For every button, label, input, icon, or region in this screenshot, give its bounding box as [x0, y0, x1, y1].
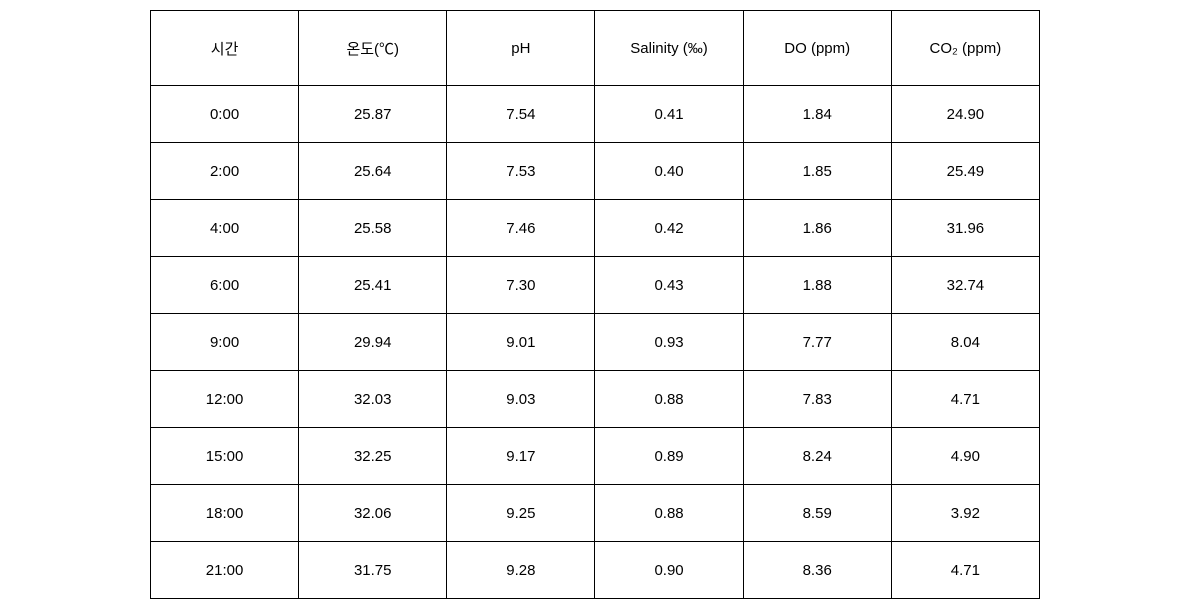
cell-temperature: 32.03: [299, 371, 447, 428]
table-row: 6:00 25.41 7.30 0.43 1.88 32.74: [151, 257, 1040, 314]
cell-salinity: 0.88: [595, 371, 743, 428]
cell-do: 1.84: [743, 86, 891, 143]
cell-salinity: 0.88: [595, 485, 743, 542]
cell-ph: 9.25: [447, 485, 595, 542]
cell-temperature: 25.58: [299, 200, 447, 257]
table-header: 시간 온도(℃) pH Salinity (‰) DO (ppm) CO₂ (p…: [151, 11, 1040, 86]
cell-ph: 9.03: [447, 371, 595, 428]
cell-time: 18:00: [151, 485, 299, 542]
cell-salinity: 0.42: [595, 200, 743, 257]
cell-temperature: 29.94: [299, 314, 447, 371]
col-header-salinity: Salinity (‰): [595, 11, 743, 86]
cell-time: 12:00: [151, 371, 299, 428]
cell-ph: 7.30: [447, 257, 595, 314]
cell-time: 21:00: [151, 542, 299, 599]
table-body: 0:00 25.87 7.54 0.41 1.84 24.90 2:00 25.…: [151, 86, 1040, 599]
table-row: 12:00 32.03 9.03 0.88 7.83 4.71: [151, 371, 1040, 428]
cell-co2: 25.49: [891, 143, 1039, 200]
cell-temperature: 25.64: [299, 143, 447, 200]
table-row: 2:00 25.64 7.53 0.40 1.85 25.49: [151, 143, 1040, 200]
table-row: 21:00 31.75 9.28 0.90 8.36 4.71: [151, 542, 1040, 599]
cell-ph: 9.01: [447, 314, 595, 371]
col-header-co2: CO₂ (ppm): [891, 11, 1039, 86]
cell-ph: 9.28: [447, 542, 595, 599]
cell-co2: 8.04: [891, 314, 1039, 371]
cell-do: 8.59: [743, 485, 891, 542]
cell-do: 7.77: [743, 314, 891, 371]
cell-salinity: 0.93: [595, 314, 743, 371]
cell-do: 1.88: [743, 257, 891, 314]
cell-salinity: 0.90: [595, 542, 743, 599]
cell-salinity: 0.41: [595, 86, 743, 143]
cell-ph: 7.54: [447, 86, 595, 143]
cell-do: 8.24: [743, 428, 891, 485]
table-row: 18:00 32.06 9.25 0.88 8.59 3.92: [151, 485, 1040, 542]
col-header-temperature: 온도(℃): [299, 11, 447, 86]
cell-ph: 7.46: [447, 200, 595, 257]
cell-time: 4:00: [151, 200, 299, 257]
cell-time: 2:00: [151, 143, 299, 200]
cell-co2: 31.96: [891, 200, 1039, 257]
cell-salinity: 0.43: [595, 257, 743, 314]
cell-temperature: 31.75: [299, 542, 447, 599]
col-header-time: 시간: [151, 11, 299, 86]
cell-do: 1.86: [743, 200, 891, 257]
cell-time: 9:00: [151, 314, 299, 371]
table-row: 15:00 32.25 9.17 0.89 8.24 4.90: [151, 428, 1040, 485]
data-table: 시간 온도(℃) pH Salinity (‰) DO (ppm) CO₂ (p…: [150, 10, 1040, 599]
cell-do: 7.83: [743, 371, 891, 428]
table-row: 4:00 25.58 7.46 0.42 1.86 31.96: [151, 200, 1040, 257]
cell-do: 8.36: [743, 542, 891, 599]
cell-temperature: 25.87: [299, 86, 447, 143]
cell-temperature: 32.25: [299, 428, 447, 485]
cell-salinity: 0.89: [595, 428, 743, 485]
cell-temperature: 25.41: [299, 257, 447, 314]
cell-salinity: 0.40: [595, 143, 743, 200]
cell-do: 1.85: [743, 143, 891, 200]
cell-co2: 3.92: [891, 485, 1039, 542]
cell-time: 6:00: [151, 257, 299, 314]
table-row: 9:00 29.94 9.01 0.93 7.77 8.04: [151, 314, 1040, 371]
col-header-ph: pH: [447, 11, 595, 86]
cell-co2: 24.90: [891, 86, 1039, 143]
cell-co2: 4.71: [891, 542, 1039, 599]
cell-ph: 9.17: [447, 428, 595, 485]
table-header-row: 시간 온도(℃) pH Salinity (‰) DO (ppm) CO₂ (p…: [151, 11, 1040, 86]
cell-time: 15:00: [151, 428, 299, 485]
cell-co2: 4.71: [891, 371, 1039, 428]
cell-ph: 7.53: [447, 143, 595, 200]
cell-co2: 32.74: [891, 257, 1039, 314]
col-header-do: DO (ppm): [743, 11, 891, 86]
cell-time: 0:00: [151, 86, 299, 143]
cell-co2: 4.90: [891, 428, 1039, 485]
cell-temperature: 32.06: [299, 485, 447, 542]
table-row: 0:00 25.87 7.54 0.41 1.84 24.90: [151, 86, 1040, 143]
